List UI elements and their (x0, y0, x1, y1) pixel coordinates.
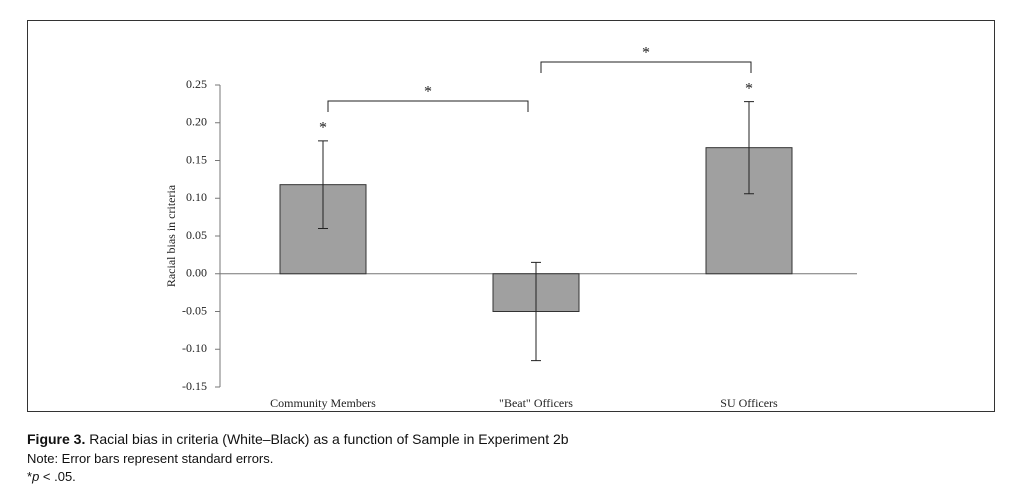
caption: Figure 3. Racial bias in criteria (White… (27, 431, 569, 447)
comparison-bracket (540, 61, 752, 73)
comparison-star: * (424, 84, 432, 101)
footnote-star: * (27, 469, 33, 484)
y-axis-label: Racial bias in criteria (164, 184, 178, 287)
x-tick-label: SU Officers (720, 396, 778, 410)
y-tick-label: 0.15 (186, 152, 207, 166)
y-tick-label: 0.05 (186, 228, 207, 242)
y-tick-label: -0.10 (182, 341, 207, 355)
footnote: *p < .05. (27, 469, 76, 484)
y-tick-label: -0.05 (182, 303, 207, 317)
comparison-star: * (642, 45, 650, 62)
x-tick-label: Community Members (270, 396, 376, 410)
significance-star: * (319, 120, 327, 137)
figure-label: Figure 3. (27, 431, 86, 447)
footnote-rest: < .05. (39, 469, 76, 484)
y-tick-label: 0.00 (186, 266, 207, 280)
error-bar (318, 140, 328, 229)
y-tick-label: 0.10 (186, 190, 207, 204)
frame (27, 20, 995, 412)
y-tick-label: -0.15 (182, 379, 207, 393)
y-tick-label: 0.20 (186, 115, 207, 129)
caption-text: Racial bias in criteria (White–Black) as… (89, 431, 569, 447)
footnote-p: p (32, 469, 40, 484)
note: Note: Error bars represent standard erro… (27, 451, 274, 466)
error-bar (531, 261, 541, 362)
comparison-bracket (327, 100, 529, 112)
error-bar (744, 101, 754, 195)
significance-star: * (745, 80, 753, 97)
x-tick-label: "Beat" Officers (499, 396, 573, 410)
chart: Racial bias in criteria -0.15 -0.10 -0.05 0… (27, 20, 995, 412)
y-tick-label: 0.25 (186, 77, 207, 91)
